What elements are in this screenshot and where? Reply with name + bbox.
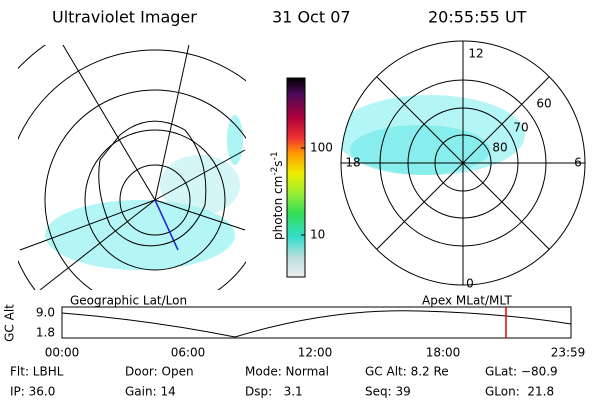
title: Ultraviolet Imager [52, 8, 197, 27]
y-tick-label: 1.8 [36, 326, 55, 340]
date: 31 Oct 07 [272, 8, 351, 27]
timeline-box [61, 306, 572, 339]
x-tick-label: 00:00 [45, 346, 80, 360]
time: 20:55:55 UT [428, 8, 527, 27]
colorbar-label: photon cm-2s-1 [270, 151, 285, 240]
footer-field: Dsp: 3.1 [245, 385, 303, 399]
y-tick-label: 9.0 [36, 306, 55, 320]
color-bar [286, 77, 306, 278]
label-part: -1 [270, 151, 280, 160]
footer-field: GLat: −80.9 [485, 365, 558, 379]
polar-label: 6 [574, 156, 582, 170]
footer-field: Seq: 39 [365, 385, 411, 399]
x-tick-label: 18:00 [426, 346, 461, 360]
polar-label: 70 [513, 121, 528, 135]
polar-label: 12 [468, 47, 483, 61]
footer-field: GLon: 21.8 [485, 385, 554, 399]
label-part: s [271, 160, 285, 166]
altitude-curve [61, 310, 572, 338]
polar-label: 0 [466, 277, 474, 291]
footer-field: Gain: 14 [125, 385, 176, 399]
polar-label: 18 [345, 156, 360, 170]
geo-map [18, 45, 246, 290]
timeline-label: Geographic Lat/Lon [70, 294, 187, 308]
footer-field: Flt: LBHL [10, 365, 64, 379]
x-tick-label: 12:00 [298, 346, 333, 360]
footer-field: IP: 36.0 [10, 385, 55, 399]
footer-field: Mode: Normal [245, 365, 329, 379]
axis-title: GC Alt [3, 304, 17, 342]
polar-grid [340, 40, 586, 286]
footer-field: GC Alt: 8.2 Re [365, 365, 449, 379]
colorbar-tick: 10 [310, 228, 325, 242]
polar-label: 60 [536, 97, 551, 111]
polar-label: 80 [492, 141, 507, 155]
x-tick-label: 06:00 [171, 346, 206, 360]
footer-field: Door: Open [125, 365, 194, 379]
footer: Flt: LBHL Door: Open Mode: Normal GC Alt: 8… [10, 365, 558, 399]
timeline-label: Apex MLat/MLT [422, 294, 512, 308]
colorbar-tick: 100 [310, 141, 333, 155]
label-part: photon cm [271, 176, 285, 240]
label-part: -2 [270, 167, 280, 176]
x-tick-label: 23:59 [551, 346, 586, 360]
